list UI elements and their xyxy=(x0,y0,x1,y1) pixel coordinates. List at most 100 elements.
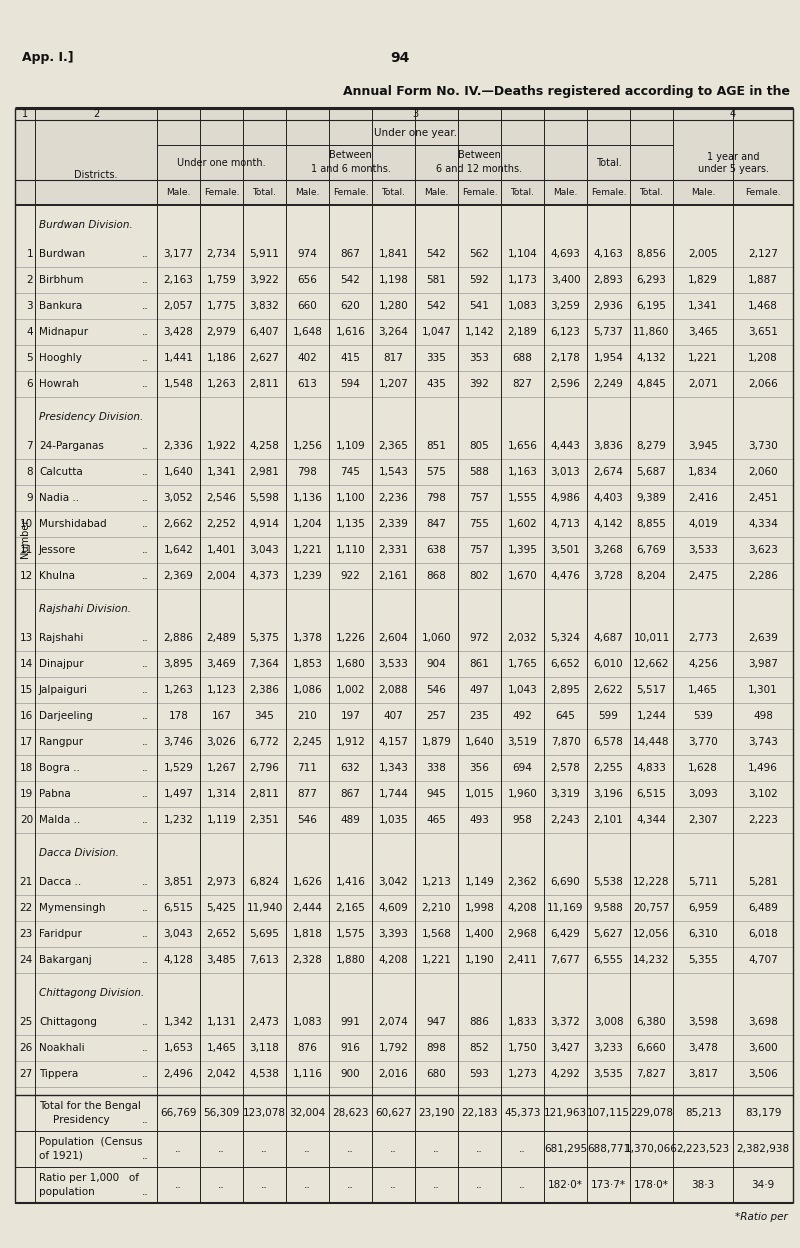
Text: 542: 542 xyxy=(426,301,446,311)
Text: 3,945: 3,945 xyxy=(688,441,718,451)
Text: 338: 338 xyxy=(426,763,446,773)
Text: 465: 465 xyxy=(426,815,446,825)
Text: 1,086: 1,086 xyxy=(293,685,322,695)
Text: 3,428: 3,428 xyxy=(163,327,194,337)
Text: ..: .. xyxy=(142,685,149,695)
Text: 1,628: 1,628 xyxy=(688,763,718,773)
Text: 94: 94 xyxy=(390,51,410,65)
Text: ..: .. xyxy=(519,1181,526,1191)
Text: 4,403: 4,403 xyxy=(594,493,623,503)
Text: Total.: Total. xyxy=(253,188,277,197)
Text: 1,568: 1,568 xyxy=(422,929,451,938)
Text: 32,004: 32,004 xyxy=(290,1108,326,1118)
Text: 3,485: 3,485 xyxy=(206,955,237,965)
Text: 1,267: 1,267 xyxy=(206,763,237,773)
Text: 3,598: 3,598 xyxy=(688,1017,718,1027)
Text: 1,163: 1,163 xyxy=(507,467,538,477)
Text: 4,163: 4,163 xyxy=(594,250,623,260)
Text: 1,047: 1,047 xyxy=(422,327,451,337)
Text: 1,496: 1,496 xyxy=(748,763,778,773)
Text: 2,223,523: 2,223,523 xyxy=(677,1144,730,1154)
Text: 688: 688 xyxy=(513,353,533,363)
Text: 798: 798 xyxy=(298,467,318,477)
Text: 1,232: 1,232 xyxy=(163,815,194,825)
Text: 2: 2 xyxy=(26,275,33,285)
Text: 1,416: 1,416 xyxy=(335,877,366,887)
Text: 6,772: 6,772 xyxy=(250,738,279,748)
Text: Female.: Female. xyxy=(333,188,368,197)
Text: 2,627: 2,627 xyxy=(250,353,279,363)
Text: *Ratio per: *Ratio per xyxy=(735,1212,788,1222)
Text: 22,183: 22,183 xyxy=(462,1108,498,1118)
Text: 4,476: 4,476 xyxy=(550,572,581,582)
Text: 257: 257 xyxy=(426,711,446,721)
Text: Nadia ..: Nadia .. xyxy=(39,493,79,503)
Text: 656: 656 xyxy=(298,275,318,285)
Text: Districts.: Districts. xyxy=(74,170,118,180)
Text: 3,233: 3,233 xyxy=(594,1043,623,1053)
Text: Dacca Division.: Dacca Division. xyxy=(39,847,119,859)
Text: Mymensingh: Mymensingh xyxy=(39,904,106,914)
Text: 1,441: 1,441 xyxy=(163,353,194,363)
Text: 4,292: 4,292 xyxy=(550,1070,581,1080)
Text: 947: 947 xyxy=(426,1017,446,1027)
Text: 972: 972 xyxy=(470,633,490,643)
Text: 4,693: 4,693 xyxy=(550,250,581,260)
Text: under 5 years.: under 5 years. xyxy=(698,163,769,173)
Text: 28,623: 28,623 xyxy=(332,1108,369,1118)
Text: 1,131: 1,131 xyxy=(206,1017,237,1027)
Text: 353: 353 xyxy=(470,353,490,363)
Text: Chittagong: Chittagong xyxy=(39,1017,97,1027)
Text: 1,401: 1,401 xyxy=(206,545,236,555)
Text: 2,365: 2,365 xyxy=(378,441,409,451)
Text: ..: .. xyxy=(142,955,149,965)
Text: 1,083: 1,083 xyxy=(293,1017,322,1027)
Text: 5,538: 5,538 xyxy=(594,877,623,887)
Text: 18: 18 xyxy=(20,763,33,773)
Text: 1,497: 1,497 xyxy=(163,789,194,799)
Text: 1,226: 1,226 xyxy=(335,633,366,643)
Text: 5,711: 5,711 xyxy=(688,877,718,887)
Text: 66,769: 66,769 xyxy=(160,1108,197,1118)
Text: ..: .. xyxy=(304,1181,311,1191)
Text: 2,339: 2,339 xyxy=(378,519,409,529)
Text: ..: .. xyxy=(142,659,149,669)
Text: 575: 575 xyxy=(426,467,446,477)
Text: 1,244: 1,244 xyxy=(637,711,666,721)
Text: 2,473: 2,473 xyxy=(250,1017,279,1027)
Text: 745: 745 xyxy=(341,467,361,477)
Text: 1,221: 1,221 xyxy=(293,545,322,555)
Text: 916: 916 xyxy=(341,1043,361,1053)
Text: 1,653: 1,653 xyxy=(163,1043,194,1053)
Text: 2,596: 2,596 xyxy=(550,379,581,389)
Text: 2,071: 2,071 xyxy=(688,379,718,389)
Text: 958: 958 xyxy=(513,815,533,825)
Text: 4,128: 4,128 xyxy=(163,955,194,965)
Text: 542: 542 xyxy=(426,250,446,260)
Text: ..: .. xyxy=(142,301,149,311)
Text: 3,372: 3,372 xyxy=(550,1017,581,1027)
Text: 2,796: 2,796 xyxy=(250,763,279,773)
Text: 974: 974 xyxy=(298,250,318,260)
Text: 6,429: 6,429 xyxy=(550,929,581,938)
Text: Male.: Male. xyxy=(554,188,578,197)
Text: 13: 13 xyxy=(20,633,33,643)
Text: Darjeeling: Darjeeling xyxy=(39,711,93,721)
Text: 1,602: 1,602 xyxy=(508,519,538,529)
Text: ..: .. xyxy=(142,545,149,555)
Text: ..: .. xyxy=(142,572,149,582)
Text: population: population xyxy=(39,1187,94,1197)
Text: ..: .. xyxy=(347,1144,354,1154)
Text: 2,622: 2,622 xyxy=(594,685,623,695)
Text: 4,344: 4,344 xyxy=(637,815,666,825)
Text: 1,186: 1,186 xyxy=(206,353,237,363)
Text: Khulna: Khulna xyxy=(39,572,75,582)
Text: 1,829: 1,829 xyxy=(688,275,718,285)
Text: 757: 757 xyxy=(470,493,490,503)
Text: 2,127: 2,127 xyxy=(748,250,778,260)
Text: Dinajpur: Dinajpur xyxy=(39,659,84,669)
Text: Bankura: Bankura xyxy=(39,301,82,311)
Text: 10: 10 xyxy=(20,519,33,529)
Text: 2,895: 2,895 xyxy=(550,685,581,695)
Text: 5,281: 5,281 xyxy=(748,877,778,887)
